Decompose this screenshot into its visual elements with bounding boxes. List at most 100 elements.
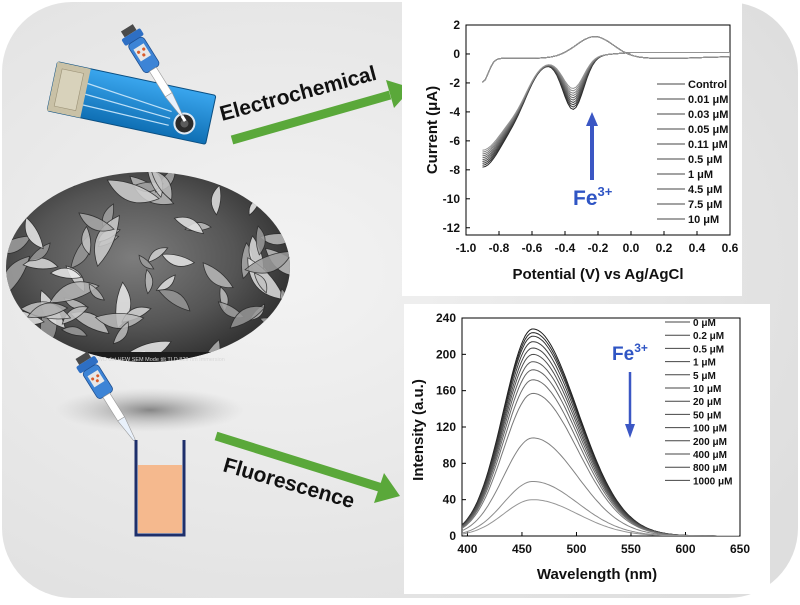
sem-flake [147,247,169,263]
sample-vial [134,440,186,537]
sem-flake [157,289,191,312]
cv-legend-entry: 0.11 μM [688,139,728,151]
sem-flake [49,281,100,304]
cv-y-tick-label: 0 [453,47,460,61]
cv-y-tick-label: -12 [443,221,461,235]
fl-y-tick-label: 200 [436,347,456,361]
pipette-bottom [75,351,136,442]
sem-flake [106,179,160,204]
fl-y-tick-label: 120 [436,420,456,434]
sem-flake [112,321,129,345]
sem-flake [138,254,155,270]
fl-legend-entry: 400 μM [693,450,727,461]
cv-legend-entry: 7.5 μM [688,199,722,211]
sem-flake [210,184,222,216]
cv-y-tick-label: -6 [449,134,460,148]
fl-legend-entry: 10 μM [693,384,721,395]
sem-flake [94,313,145,329]
fl-legend-entry: 200 μM [693,437,727,448]
fl-y-tick-label: 160 [436,384,456,398]
fl-series-line [462,499,739,536]
cv-chart-panel [402,2,742,296]
fe-arrow-bottom [625,372,635,438]
fluorescence-chart: 400 450 500 550 600 650 0 40 80 120 160 200 240 0 μM… [404,304,770,594]
fl-x-tick-label: 650 [730,542,750,556]
fe-arrow-top [586,112,598,180]
sem-image: ct WD det HFW SEM Mode tilt TLD 829 nm I… [6,172,290,363]
sem-flake [244,250,290,274]
cv-x-axis-label: Potential (V) vs Ag/AgCl [512,266,683,283]
cv-legend-entry: 0.05 μM [688,124,728,136]
fe-ion-label-bottom: Fe3+ [612,341,648,365]
cv-x-tick-label: -0.6 [522,241,543,255]
fl-legend-entry: 5 μM [693,371,716,382]
sem-flake [255,225,266,256]
sem-flake [229,306,266,329]
cv-series-line [482,36,730,151]
sem-flake [150,172,173,201]
fl-x-axis-label: Wavelength (nm) [537,566,657,583]
fl-x-tick-label: 550 [621,542,641,556]
sem-flake [202,262,234,289]
cv-y-tick-label: -4 [449,105,460,119]
fl-legend-entry: 0.2 μM [693,331,724,342]
fl-legend-entry: 20 μM [693,397,721,408]
fe-ion-label-top: Fe3+ [573,184,613,210]
cv-x-tick-label: -0.2 [588,241,609,255]
fl-x-tick-label: 500 [566,542,586,556]
cv-y-axis-label: Current (μA) [424,86,441,174]
fl-legend-entry: 1 μM [693,358,716,369]
sem-flake [69,311,110,335]
cv-legend-entry: 10 μM [688,214,719,226]
cv-x-tick-label: 0.0 [623,241,640,255]
fl-x-tick-label: 600 [675,542,695,556]
fl-y-tick-label: 240 [436,311,456,325]
cv-x-tick-label: -0.8 [489,241,510,255]
arrow-to-fluorescence [214,431,400,503]
fl-legend-entry: 800 μM [693,463,727,474]
fl-x-tick-label: 400 [457,542,477,556]
fl-legend-entry: 50 μM [693,410,721,421]
screen-printed-electrode [46,61,217,145]
cv-y-tick-label: -10 [443,192,461,206]
sem-flake [155,274,176,291]
cv-legend-entry: Control [688,79,727,91]
fl-legend-entry: 0.5 μM [693,344,724,355]
sem-flake [26,302,69,318]
cv-y-tick-label: 2 [453,18,460,32]
vial-liquid [138,465,182,533]
sem-flake [6,235,32,254]
fl-legend-entry: 1000 μM [693,476,732,487]
cv-x-tick-label: 0.4 [689,241,706,255]
sem-flake [253,272,268,294]
cv-legend-entry: 0.03 μM [688,109,728,121]
fl-legend-entry: 0 μM [693,318,716,329]
fl-y-tick-label: 0 [449,529,456,543]
fl-x-tick-label: 450 [512,542,532,556]
cv-legend-entry: 1 μM [688,169,713,181]
fl-y-tick-label: 40 [443,493,457,507]
cv-x-tick-label: 0.2 [656,241,673,255]
sem-flake [144,268,154,295]
cv-chart: -1.0 -0.8 -0.6 -0.4 -0.2 0.0 0.2 0.4 0.6 2 0 -2 -4 -6… [402,2,742,296]
sem-flake [88,283,105,301]
sem-flake [78,212,115,232]
sem-flake [173,216,205,235]
sem-flake [81,225,92,256]
fl-legend-entry: 100 μM [693,424,727,435]
sem-info-bar: ct WD det HFW SEM Mode tilt TLD 829 nm I… [92,357,225,363]
cv-x-tick-label: -0.4 [555,241,576,255]
cv-legend-entry: 0.5 μM [688,154,722,166]
sem-flake [60,326,88,337]
cv-y-tick-label: -2 [449,76,460,90]
cv-legend-entry: 4.5 μM [688,184,722,196]
pipette-top [120,24,187,122]
drop-shadow [55,388,245,432]
cv-x-tick-label: -1.0 [456,241,477,255]
fl-y-tick-label: 80 [443,456,457,470]
fl-y-axis-label: Intensity (a.u.) [410,379,427,481]
cv-y-tick-label: -8 [449,163,460,177]
sem-flake [49,267,83,279]
